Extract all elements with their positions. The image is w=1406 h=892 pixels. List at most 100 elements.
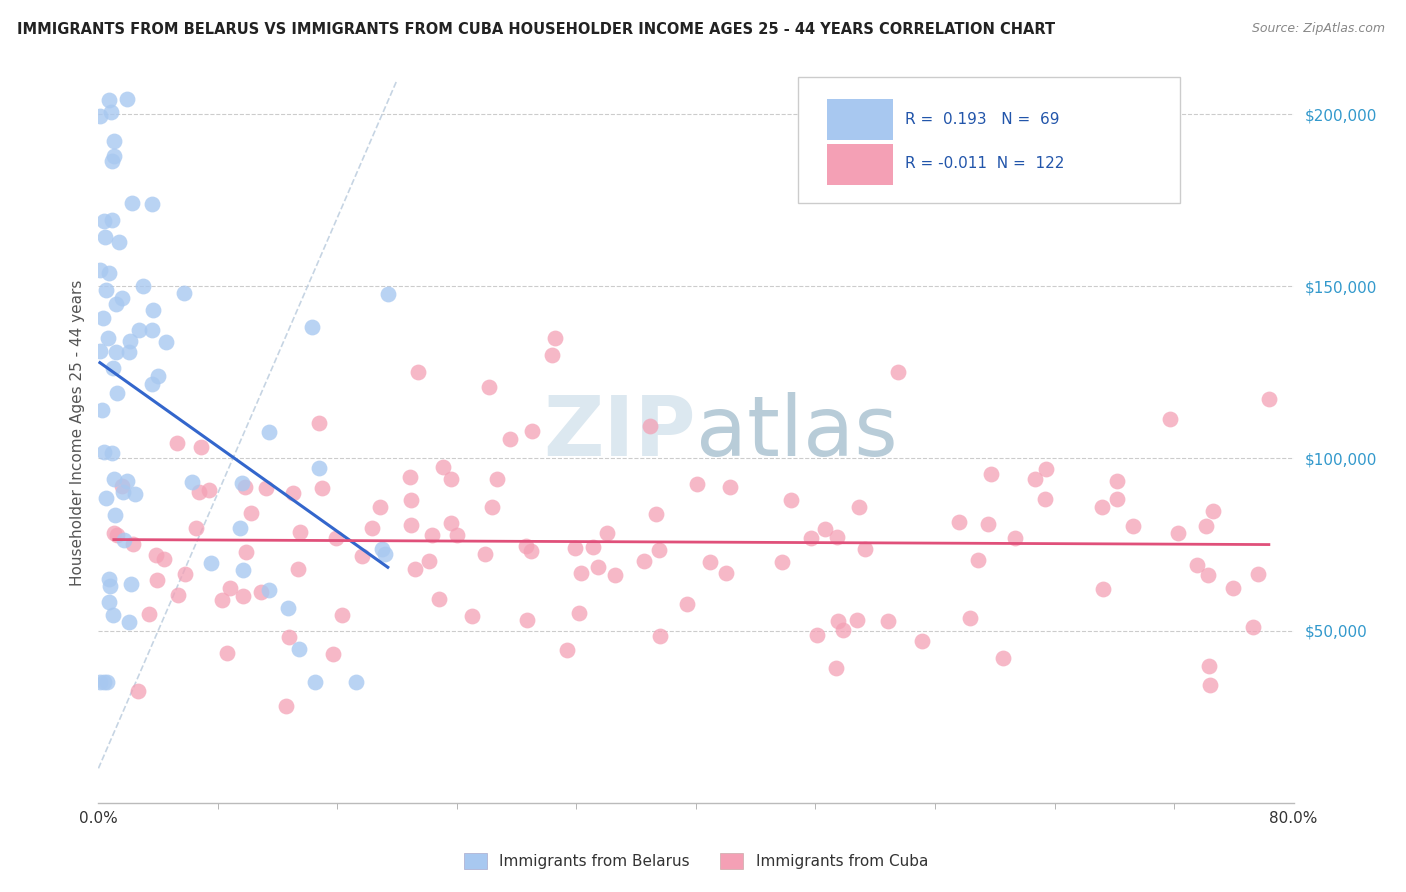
Point: [352, 549, 374, 564]
Text: ZIP: ZIP: [544, 392, 696, 473]
Point: [1257, 392, 1279, 406]
Point: [845, 613, 868, 627]
Point: [93, 213, 115, 227]
Point: [146, 573, 169, 587]
Point: [377, 286, 399, 301]
Point: [516, 613, 538, 627]
Point: [440, 516, 463, 531]
Point: [115, 474, 138, 488]
Point: [97, 266, 120, 280]
Point: [718, 480, 741, 494]
Point: [155, 334, 177, 349]
Point: [1222, 581, 1244, 595]
Point: [481, 500, 503, 515]
Point: [478, 380, 501, 394]
Point: [118, 334, 141, 348]
Point: [103, 149, 125, 163]
Point: [141, 376, 163, 391]
Point: [148, 369, 170, 384]
Point: [100, 105, 122, 120]
Point: [825, 661, 848, 675]
Point: [876, 614, 898, 628]
Point: [98, 595, 121, 609]
Point: [699, 555, 721, 569]
Point: [650, 629, 672, 643]
Point: [128, 683, 150, 698]
Point: [97, 93, 120, 107]
Point: [440, 472, 463, 486]
Point: [105, 297, 128, 311]
Point: [103, 134, 125, 148]
Point: [979, 467, 1001, 481]
FancyBboxPatch shape: [827, 144, 893, 185]
Point: [544, 331, 567, 345]
Point: [814, 522, 837, 536]
Point: [648, 543, 671, 558]
Point: [101, 361, 124, 376]
Point: [138, 607, 160, 622]
Point: [564, 541, 586, 555]
Text: atlas: atlas: [696, 392, 897, 473]
Point: [569, 566, 592, 580]
Point: [800, 532, 823, 546]
Point: [105, 528, 128, 542]
Point: [848, 500, 870, 514]
Point: [108, 235, 131, 250]
Point: [250, 585, 273, 599]
Point: [1105, 492, 1128, 507]
Point: [959, 611, 981, 625]
Point: [1241, 620, 1264, 634]
Point: [825, 530, 848, 544]
Point: [128, 323, 150, 337]
Point: [101, 446, 124, 460]
Point: [1198, 658, 1220, 673]
Point: [515, 539, 537, 553]
Point: [97, 331, 120, 345]
Point: [911, 633, 934, 648]
Point: [770, 555, 793, 569]
Point: [675, 597, 697, 611]
Point: [94, 491, 117, 506]
Point: [98, 579, 121, 593]
Point: [287, 562, 309, 576]
Point: [239, 506, 262, 520]
Point: [499, 432, 522, 446]
Point: [197, 483, 219, 498]
Point: [568, 606, 591, 620]
Point: [232, 563, 254, 577]
Point: [540, 348, 562, 362]
Point: [112, 484, 135, 499]
Point: [93, 444, 115, 458]
Point: [94, 283, 117, 297]
Point: [1197, 568, 1219, 582]
Point: [233, 480, 256, 494]
Point: [991, 650, 1014, 665]
Point: [184, 521, 207, 535]
Point: [103, 525, 125, 540]
Point: [1167, 525, 1189, 540]
Point: [166, 436, 188, 450]
Point: [97, 573, 120, 587]
Legend: Immigrants from Belarus, Immigrants from Cuba: Immigrants from Belarus, Immigrants from…: [464, 854, 928, 869]
Point: [91, 311, 114, 326]
Point: [1091, 582, 1114, 596]
Point: [308, 460, 330, 475]
Point: [322, 647, 344, 661]
Point: [153, 551, 176, 566]
Point: [399, 469, 422, 483]
Text: R =  0.193   N =  69: R = 0.193 N = 69: [905, 112, 1060, 127]
Point: [111, 291, 134, 305]
Point: [145, 549, 167, 563]
Point: [115, 92, 138, 106]
Point: [93, 675, 115, 690]
Point: [259, 425, 281, 440]
Point: [555, 642, 578, 657]
Point: [887, 366, 910, 380]
Point: [638, 418, 661, 433]
Point: [101, 213, 124, 227]
FancyBboxPatch shape: [827, 99, 893, 140]
Point: [686, 477, 709, 491]
Point: [605, 568, 627, 582]
Point: [716, 566, 738, 581]
Point: [104, 508, 127, 523]
